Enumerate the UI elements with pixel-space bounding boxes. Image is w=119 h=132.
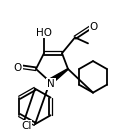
Text: O: O: [14, 63, 22, 73]
Text: Cl: Cl: [21, 121, 31, 131]
Text: HO: HO: [36, 27, 52, 37]
Text: O: O: [90, 22, 98, 32]
Polygon shape: [48, 69, 68, 84]
Text: N: N: [47, 79, 55, 89]
